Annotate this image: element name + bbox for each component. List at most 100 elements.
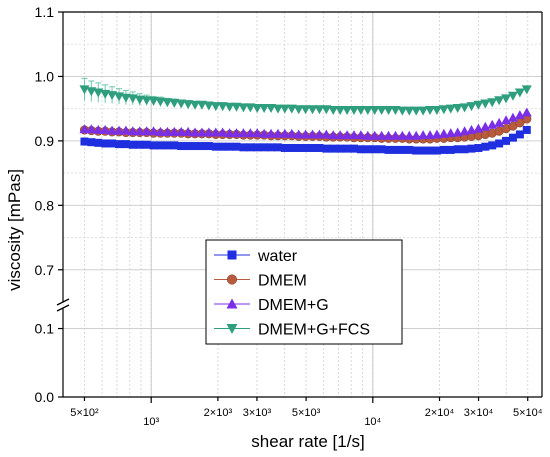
data-point [453, 145, 462, 154]
data-point [246, 143, 255, 152]
data-point [398, 145, 407, 154]
data-point [502, 136, 511, 145]
data-point [307, 105, 318, 115]
data-point [363, 145, 372, 154]
data-point [86, 124, 97, 134]
data-point [203, 101, 214, 111]
data-point [460, 145, 469, 154]
data-point [191, 142, 200, 151]
data-point [383, 105, 394, 115]
data-point [432, 146, 441, 155]
data-point [293, 105, 304, 115]
data-point [390, 105, 401, 115]
legend-label: DMEM [258, 273, 307, 290]
data-point [445, 128, 456, 138]
data-point [217, 102, 228, 112]
data-point [183, 100, 194, 110]
data-point [376, 105, 387, 115]
data-point [196, 127, 207, 137]
data-point [419, 146, 428, 155]
series-water [80, 125, 531, 155]
data-point [224, 102, 235, 112]
legend-label: DMEM+G [258, 297, 329, 314]
data-point [349, 144, 358, 153]
data-point [445, 104, 456, 114]
data-point [115, 140, 124, 149]
data-point [142, 140, 151, 149]
data-point [384, 145, 393, 154]
y-axis-label: viscosity [mPas] [5, 169, 24, 291]
data-point [397, 106, 408, 116]
data-point [362, 130, 373, 140]
data-point [487, 98, 498, 108]
data-point [170, 141, 179, 150]
data-point [266, 104, 277, 114]
data-point [155, 97, 166, 107]
data-point [231, 102, 242, 112]
data-point [321, 105, 332, 115]
data-point [280, 143, 289, 152]
data-point [377, 145, 386, 154]
data-point [286, 128, 297, 138]
data-point [411, 130, 422, 140]
data-point [425, 105, 436, 115]
y-tick-label: 1.1 [35, 4, 55, 20]
data-point [184, 142, 193, 151]
data-point [100, 124, 111, 134]
x-tick-label: 5×10² [70, 407, 99, 419]
legend: water DMEM DMEM+G DMEM+G+FCS [205, 239, 403, 345]
data-point [321, 129, 332, 139]
data-point [245, 128, 256, 138]
data-point [148, 126, 159, 136]
data-point [267, 143, 276, 152]
data-point [501, 115, 512, 125]
y-tick-label: 0.7 [35, 262, 55, 278]
data-point [259, 128, 270, 138]
data-point [149, 141, 158, 150]
x-tick-label: 2×10⁴ [425, 407, 455, 419]
data-point [225, 142, 234, 151]
legend-marker [226, 298, 238, 309]
data-point [315, 143, 324, 152]
data-point [418, 130, 429, 140]
data-point [383, 130, 394, 140]
data-point [141, 126, 152, 136]
data-point [196, 100, 207, 110]
x-tick-label: 5×10³ [292, 407, 321, 419]
data-point [238, 103, 249, 113]
data-point [79, 124, 90, 134]
axis-break-mark [56, 304, 70, 312]
data-point [355, 130, 366, 140]
data-point [328, 105, 339, 115]
data-point [480, 99, 491, 109]
data-point [272, 128, 283, 138]
x-tick-label: 3×10³ [243, 407, 272, 419]
data-point [515, 130, 524, 139]
data-point [293, 129, 304, 139]
data-point [121, 140, 130, 149]
data-point [307, 129, 318, 139]
data-point [411, 106, 422, 116]
data-point [120, 125, 131, 135]
data-point [162, 126, 173, 136]
data-point [514, 88, 525, 98]
data-point [343, 144, 352, 153]
data-point [418, 106, 429, 116]
data-point [279, 104, 290, 114]
data-point [521, 107, 532, 117]
data-point [260, 143, 269, 152]
data-point [481, 142, 490, 151]
data-point [397, 130, 408, 140]
data-point [438, 128, 449, 138]
data-point [314, 129, 325, 139]
data-point [155, 126, 166, 136]
data-point [134, 95, 145, 105]
data-point [494, 117, 505, 127]
data-point [507, 112, 518, 122]
data-point [252, 104, 263, 114]
data-point [141, 96, 152, 106]
data-point [101, 139, 110, 148]
data-point [162, 98, 173, 108]
series-dmem-g [79, 107, 532, 140]
data-point [488, 141, 497, 150]
